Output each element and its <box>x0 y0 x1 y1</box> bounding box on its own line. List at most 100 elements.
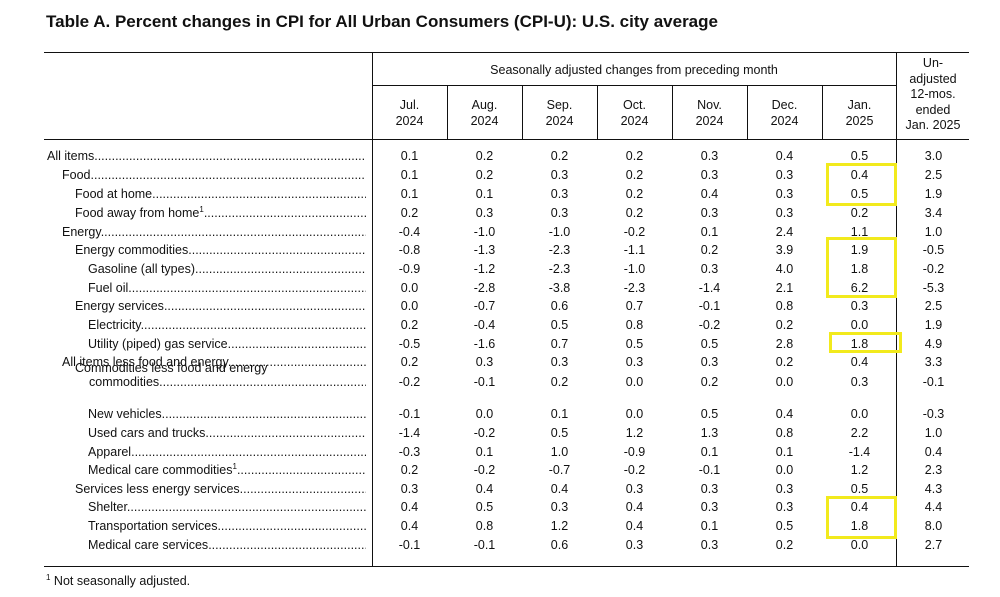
table-cell: 1.3 <box>700 426 719 440</box>
table-cell: 0.2 <box>775 355 794 369</box>
leader-dots: ........................................… <box>163 299 366 313</box>
row-label: Energy..................................… <box>62 225 366 239</box>
table-cell: -0.1 <box>698 299 721 313</box>
table-cell: 0.2 <box>700 375 719 389</box>
table-cell: 0.5 <box>550 426 569 440</box>
month-column-divider <box>597 86 598 140</box>
table-cell: 0.1 <box>775 445 794 459</box>
table-cell: -2.3 <box>623 281 646 295</box>
table-cell: -0.5 <box>922 243 945 257</box>
leader-dots: ........................................… <box>131 445 366 459</box>
table-cell: 0.3 <box>850 299 869 313</box>
row-label-text: Transportation services <box>88 519 218 533</box>
leader-dots: ........................................… <box>203 206 366 220</box>
leader-dots: ........................................… <box>227 355 366 369</box>
month-column-divider <box>447 86 448 140</box>
row-label: Energy services.........................… <box>75 299 366 313</box>
table-cell: -0.7 <box>548 463 571 477</box>
table-cell: 0.5 <box>850 149 869 163</box>
table-cell: 0.3 <box>775 482 794 496</box>
footnote-mark: 1 <box>199 206 204 214</box>
table-cell: 0.8 <box>775 299 794 313</box>
month-column-divider <box>822 86 823 140</box>
table-cell: 0.1 <box>700 445 719 459</box>
month-header-line1: Dec. <box>771 98 798 112</box>
table-cell: 0.3 <box>775 206 794 220</box>
label-column-divider <box>372 53 373 567</box>
unadjusted-line: Un- <box>922 56 944 70</box>
row-label-text: Used cars and trucks <box>88 426 206 440</box>
table-cell: 0.3 <box>700 262 719 276</box>
leader-dots: ........................................… <box>217 519 366 533</box>
table-cell: 0.3 <box>550 500 569 514</box>
table-cell: 0.3 <box>550 187 569 201</box>
row-label: Energy commodities......................… <box>75 243 366 257</box>
footnote: 1 Not seasonally adjusted. <box>46 573 190 588</box>
table-cell: 2.5 <box>924 299 943 313</box>
table-cell: -0.8 <box>398 243 421 257</box>
row-label-text: Energy services <box>75 299 164 313</box>
row-label-text: Fuel oil <box>88 281 129 295</box>
table-cell: -0.1 <box>398 538 421 552</box>
table-cell: 0.4 <box>475 482 494 496</box>
table-cell: -1.3 <box>473 243 496 257</box>
table-cell: 0.2 <box>475 168 494 182</box>
table-cell: 0.5 <box>850 187 869 201</box>
row-label: Medical care commodities1...............… <box>88 463 366 477</box>
table-cell: 0.5 <box>475 500 494 514</box>
table-cell: 0.2 <box>400 318 419 332</box>
table-cell: 0.8 <box>475 519 494 533</box>
table-cell: 0.2 <box>475 149 494 163</box>
table-cell: 0.2 <box>625 206 644 220</box>
month-header: Jul. 2024 <box>372 97 447 129</box>
table-cell: 0.2 <box>625 187 644 201</box>
row-label: Food at home............................… <box>75 187 366 201</box>
leader-dots: ........................................… <box>159 375 366 389</box>
leader-dots: ........................................… <box>227 337 366 351</box>
row-label-text: Medical care services <box>88 538 209 552</box>
table-cell: 2.5 <box>924 168 943 182</box>
footnote-mark: 1 <box>232 463 237 471</box>
table-cell: 0.3 <box>550 206 569 220</box>
table-cell: 0.3 <box>700 206 719 220</box>
highlight-box <box>826 163 897 206</box>
table-cell: 0.3 <box>475 355 494 369</box>
table-cell: 1.8 <box>850 519 869 533</box>
row-label-text: Energy commodities <box>75 243 189 257</box>
highlight-box <box>826 237 897 298</box>
table-cell: -0.1 <box>698 463 721 477</box>
table-cell: 0.0 <box>625 375 644 389</box>
table-cell: 0.0 <box>850 318 869 332</box>
table-cell: 2.2 <box>850 426 869 440</box>
row-label: Fuel oil................................… <box>88 281 366 295</box>
table-cell: 1.0 <box>550 445 569 459</box>
table-cell: -0.9 <box>398 262 421 276</box>
table-cell: 2.4 <box>775 225 794 239</box>
table-cell: -1.4 <box>848 445 871 459</box>
table-cell: 0.3 <box>700 168 719 182</box>
month-header-year: 2024 <box>695 114 724 128</box>
table-cell: 2.7 <box>924 538 943 552</box>
row-label-text: Food <box>62 168 91 182</box>
leader-dots: ........................................… <box>128 281 366 295</box>
row-label: Gasoline (all types)....................… <box>88 262 366 276</box>
table-cell: 0.0 <box>850 407 869 421</box>
row-label: All items...............................… <box>47 149 366 163</box>
table-cell: 0.4 <box>625 519 644 533</box>
table-cell: -0.1 <box>473 375 496 389</box>
table-cell: 0.1 <box>400 187 419 201</box>
month-header-year: 2024 <box>770 114 799 128</box>
table-cell: -0.3 <box>922 407 945 421</box>
table-cell: -0.2 <box>698 318 721 332</box>
table-cell: -1.2 <box>473 262 496 276</box>
unadjusted-header: Un- adjusted 12-mos. ended Jan. 2025 <box>897 56 969 134</box>
table-cell: 0.4 <box>775 149 794 163</box>
table-cell: 0.0 <box>625 407 644 421</box>
table-cell: 1.8 <box>850 262 869 276</box>
table-cell: 0.0 <box>775 375 794 389</box>
table-cell: -1.4 <box>398 426 421 440</box>
row-label: Utility (piped) gas service.............… <box>88 337 366 351</box>
table-cell: 0.4 <box>400 500 419 514</box>
row-label: Used cars and trucks....................… <box>88 426 366 440</box>
month-header-line1: Jul. <box>399 98 420 112</box>
